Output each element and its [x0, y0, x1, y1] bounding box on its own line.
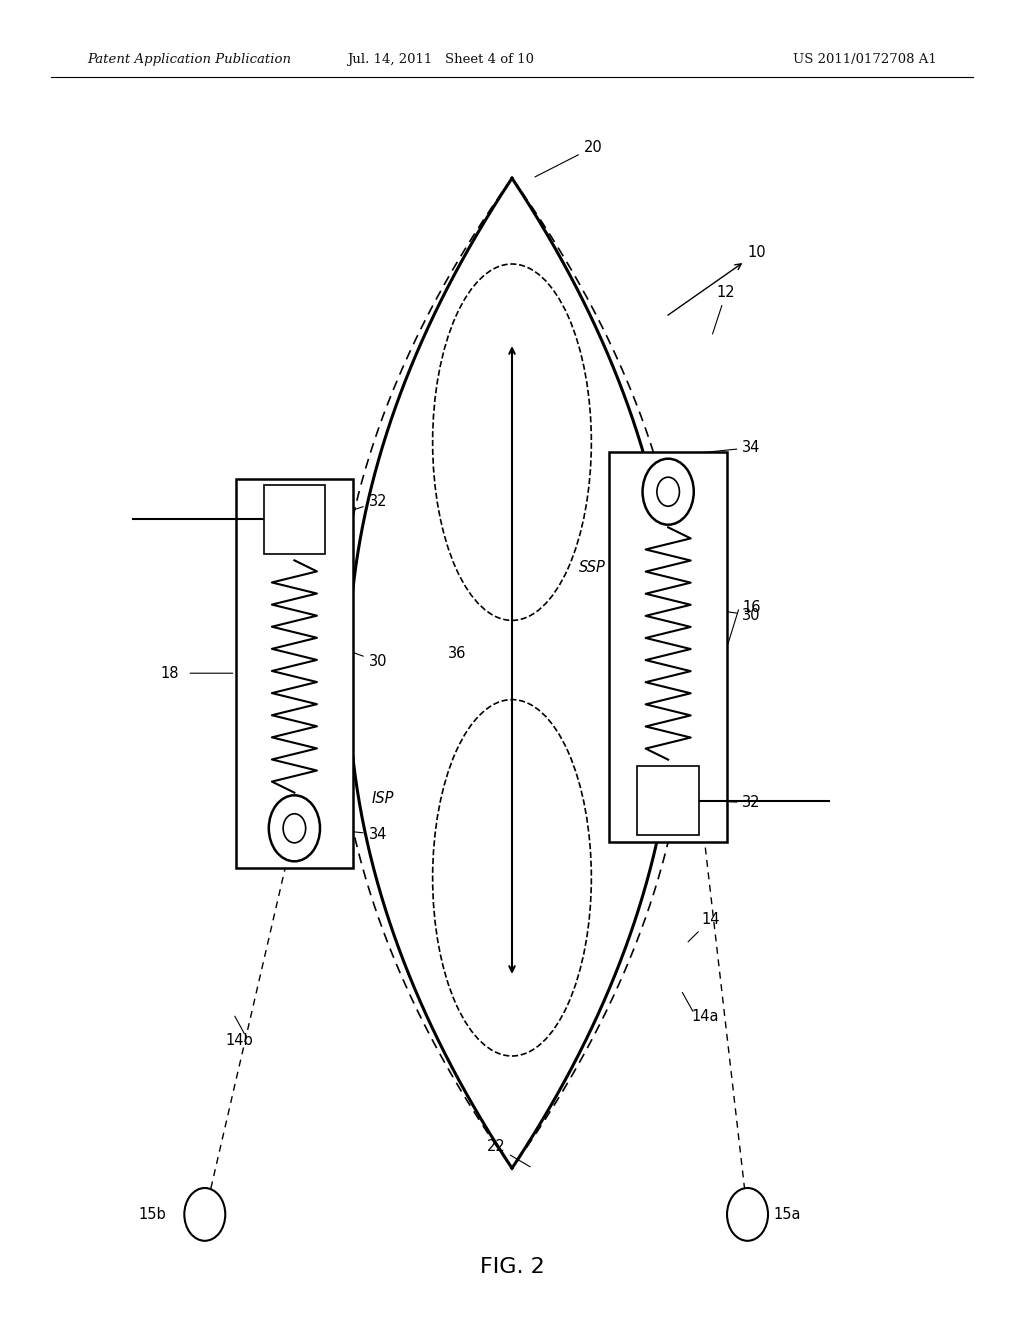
Circle shape — [184, 1188, 225, 1241]
Text: 15b: 15b — [138, 1206, 166, 1222]
Text: 34: 34 — [323, 826, 387, 842]
Text: US 2011/0172708 A1: US 2011/0172708 A1 — [794, 53, 937, 66]
Text: 16: 16 — [742, 599, 761, 615]
Text: 34: 34 — [671, 440, 761, 455]
Bar — [637, 766, 698, 834]
Circle shape — [643, 458, 694, 525]
Text: 36: 36 — [447, 645, 466, 661]
Text: FIG. 2: FIG. 2 — [479, 1257, 545, 1278]
Text: ISP: ISP — [372, 791, 394, 807]
Text: 32: 32 — [701, 795, 761, 810]
Text: 14a: 14a — [691, 1008, 719, 1024]
Bar — [264, 486, 326, 554]
Text: 30: 30 — [693, 607, 761, 623]
Circle shape — [727, 1188, 768, 1241]
Text: Patent Application Publication: Patent Application Publication — [87, 53, 291, 66]
Bar — [609, 451, 727, 842]
Text: 14b: 14b — [225, 1032, 253, 1048]
Text: 10: 10 — [668, 246, 766, 315]
Circle shape — [657, 478, 680, 507]
Bar — [236, 479, 353, 869]
Text: 14: 14 — [688, 912, 720, 942]
Text: Jul. 14, 2011   Sheet 4 of 10: Jul. 14, 2011 Sheet 4 of 10 — [347, 53, 534, 66]
Circle shape — [268, 795, 321, 861]
Text: 20: 20 — [535, 140, 602, 177]
Text: 32: 32 — [328, 494, 387, 519]
Text: 22: 22 — [486, 1139, 530, 1167]
Circle shape — [283, 813, 306, 842]
Text: 18: 18 — [161, 665, 179, 681]
Text: SSP: SSP — [579, 560, 605, 576]
Text: 30: 30 — [319, 640, 387, 669]
Text: 12: 12 — [713, 285, 735, 334]
Text: 15a: 15a — [773, 1206, 801, 1222]
